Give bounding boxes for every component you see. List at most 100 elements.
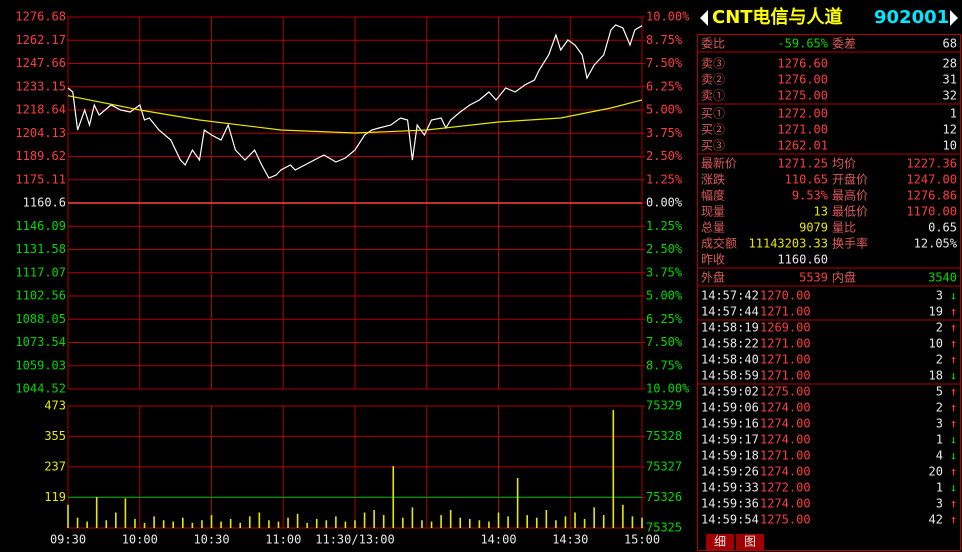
- y-tick-label: 473: [44, 399, 66, 413]
- volume-bar: [201, 520, 203, 528]
- panel-title: CNT电信与人道: [712, 6, 843, 28]
- y2-tick-label: 10.00%: [646, 382, 690, 396]
- volume-bar: [469, 518, 471, 528]
- trade-price: 1272.00: [760, 481, 811, 495]
- volume-bar: [526, 515, 528, 528]
- y-tick-label: 1088.05: [15, 312, 66, 326]
- y-tick-label: 1189.62: [15, 149, 66, 163]
- y2-tick-label: 3.75%: [646, 265, 683, 279]
- trade-direction: ↓: [950, 449, 957, 463]
- trade-volume: 3: [936, 289, 943, 303]
- book-volume: 1: [950, 107, 957, 121]
- panel-code: 902001: [874, 7, 949, 28]
- y2-tick-label: 10.00%: [646, 10, 690, 24]
- trade-time: 14:59:26: [701, 465, 759, 479]
- volume-bar: [210, 515, 213, 528]
- trade-price: 1271.00: [760, 353, 811, 367]
- volume-bar: [622, 504, 624, 528]
- volume-bar: [239, 522, 241, 528]
- tab[interactable]: [736, 534, 764, 550]
- prev-arrow[interactable]: [700, 10, 708, 26]
- quote-cell: 均价: [832, 157, 856, 171]
- next-arrow[interactable]: [950, 10, 958, 26]
- volume-bar: [373, 509, 375, 528]
- trade-direction: ↑: [950, 305, 957, 319]
- y2-tick-label: 1.25%: [646, 219, 683, 233]
- y-tick-label: 1073.54: [15, 335, 66, 349]
- trade-direction: ↑: [950, 465, 957, 479]
- quote-cell: 11143203.33: [749, 237, 828, 251]
- y2-tick-label: 75327: [646, 460, 682, 474]
- x-tick-label: 09:30: [50, 533, 86, 547]
- volume-bar: [306, 522, 308, 528]
- trade-time: 14:57:44: [701, 305, 759, 319]
- x-tick-label: 10:00: [122, 533, 158, 547]
- trade-direction: ↑: [950, 385, 957, 399]
- x-tick-label: 10:30: [193, 533, 229, 547]
- volume-bar: [258, 512, 261, 528]
- trade-time: 14:58:40: [701, 353, 759, 367]
- book-label: 卖①: [701, 89, 725, 103]
- y2-tick-label: 2.50%: [646, 242, 683, 256]
- volume-bar: [277, 521, 280, 528]
- volume-bar: [392, 466, 395, 528]
- y-tick-label: 1146.09: [15, 219, 66, 233]
- book-volume: 32: [943, 89, 957, 103]
- trade-price: 1274.00: [760, 401, 811, 415]
- trade-volume: 4: [936, 449, 943, 463]
- y2-tick-label: 1.25%: [646, 172, 683, 186]
- trade-price: 1269.00: [760, 321, 811, 335]
- volume-bar: [248, 516, 251, 528]
- trade-volume: 18: [929, 369, 943, 383]
- quote-cell: 13: [814, 205, 828, 219]
- book-volume: 12: [943, 123, 957, 137]
- trade-price: 1275.00: [760, 513, 811, 527]
- x-tick-label: 11:30/13:00: [315, 533, 394, 547]
- volume-bar: [86, 521, 88, 528]
- tab[interactable]: [706, 534, 734, 550]
- trade-price: 1271.00: [760, 305, 811, 319]
- volume-bar: [507, 516, 509, 528]
- trade-volume: 2: [936, 401, 943, 415]
- tab-label[interactable]: 图: [744, 535, 756, 549]
- volume-bar: [602, 515, 605, 528]
- trade-time: 14:59:17: [701, 433, 759, 447]
- trade-price: 1274.00: [760, 417, 811, 431]
- quote-cell: 1276.86: [906, 189, 957, 203]
- quote-cell: 涨跌: [701, 172, 725, 187]
- volume-bar: [191, 522, 194, 528]
- trade-volume: 3: [936, 417, 943, 431]
- volume-bar: [115, 512, 117, 528]
- book-price: 1276.60: [777, 57, 828, 71]
- trade-price: 1275.00: [760, 385, 811, 399]
- x-tick-label: 11:00: [265, 533, 301, 547]
- quote-cell: 1160.60: [777, 253, 828, 267]
- volume-bar: [296, 513, 299, 528]
- quote-cell: 1227.36: [906, 157, 957, 171]
- volume-bar: [459, 517, 462, 528]
- volume-bar: [344, 521, 347, 528]
- y2-tick-label: 8.75%: [646, 358, 683, 372]
- y2-tick-label: 75329: [646, 399, 682, 413]
- book-label: 买③: [701, 139, 725, 153]
- book-volume: 28: [943, 57, 957, 71]
- y-tick-label: 355: [44, 429, 66, 443]
- y2-tick-label: 75325: [646, 521, 682, 535]
- quote-cell: 委比: [701, 37, 725, 51]
- volume-bar: [545, 509, 548, 528]
- trade-price: 1274.00: [760, 497, 811, 511]
- y2-tick-label: 7.50%: [646, 335, 683, 349]
- volume-bar: [325, 520, 328, 528]
- y-tick-label: 1044.52: [15, 382, 66, 396]
- quote-cell: 内盘: [832, 270, 856, 285]
- tab-label[interactable]: 细: [714, 535, 726, 549]
- trade-direction: ↑: [950, 401, 957, 415]
- y-tick-label: 1262.17: [15, 33, 66, 47]
- quote-cell: 68: [943, 37, 957, 51]
- volume-bar: [182, 517, 184, 528]
- x-tick-label: 14:00: [480, 533, 516, 547]
- y2-tick-label: 8.75%: [646, 33, 683, 47]
